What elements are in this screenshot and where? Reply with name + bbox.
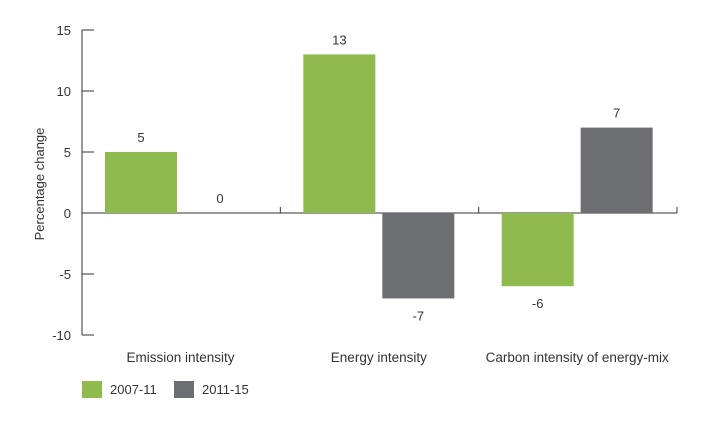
x-axis [82,207,678,214]
y-tick-label: 5 [64,145,71,160]
value-label: 5 [137,130,144,145]
value-label: -6 [532,296,544,311]
value-label: 7 [613,106,620,121]
bar-2007-11-0 [105,152,177,213]
legend-swatch [174,381,194,398]
bar-2011-15-1 [382,213,455,299]
y-axis-title: Percentage change [32,128,47,241]
bar-2007-11-2 [501,213,574,287]
y-axis: 15 10 5 0 -5 -10 [52,23,94,343]
y-tick-label: 0 [64,206,71,221]
legend: 2007-11 2011-15 [82,381,249,398]
bars [105,54,653,299]
legend-swatch [82,381,102,398]
y-tick-label: -5 [59,267,71,282]
y-tick-label: -10 [52,328,71,343]
category-label: Emission intensity [126,350,234,365]
y-tick-label: 10 [57,84,71,99]
bar-2007-11-1 [303,54,376,214]
value-label: -7 [413,308,425,323]
category-label: Energy intensity [331,350,427,365]
value-labels: 5 0 13 -7 -6 7 [137,32,620,323]
legend-label: 2011-15 [202,382,249,397]
value-label: 0 [216,191,223,206]
value-label: 13 [332,32,346,47]
y-tick-label: 15 [57,23,71,38]
bar-2011-15-2 [580,127,653,213]
category-label: Carbon intensity of energy-mix [486,350,669,365]
legend-label: 2007-11 [110,382,157,397]
category-labels: Emission intensity Energy intensity Carbon… [126,350,668,365]
